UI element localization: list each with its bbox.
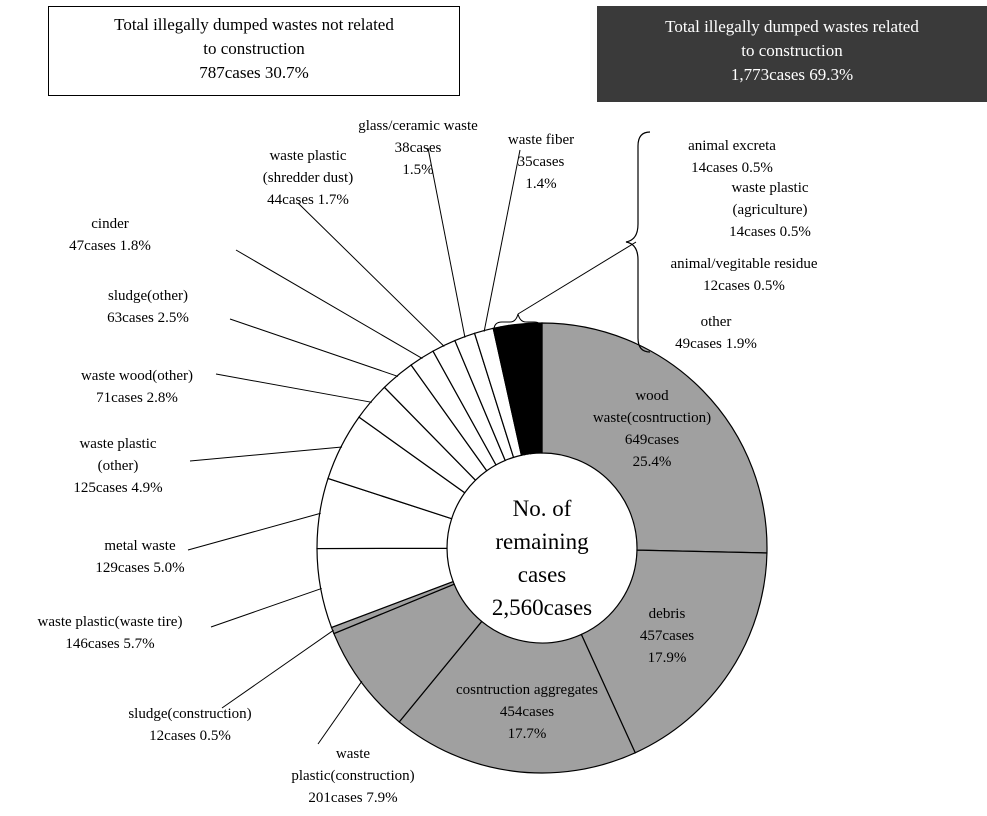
non-construction-total-value: 787cases 30.7% <box>199 63 309 82</box>
leader-line-waste-plastic-other <box>189 446 343 462</box>
slice-label-waste-plastic-agriculture-1: (agriculture) <box>733 202 808 218</box>
leader-line-metal-waste <box>187 512 321 551</box>
slice-label-waste-fiber-2: 1.4% <box>525 176 556 192</box>
non-construction-title-line2: to construction <box>203 39 305 58</box>
leader-line-glass-ceramic-waste <box>427 147 466 338</box>
slice-label-wood-waste-cosntruction-0: wood <box>635 388 669 404</box>
leader-line-sludge-construction <box>221 629 334 709</box>
slice-label-metal-waste-1: 129cases 5.0% <box>95 560 184 576</box>
slice-label-cinder-0: cinder <box>91 216 128 232</box>
slice-label-waste-plastic-shredder-dust-1: (shredder dust) <box>263 170 353 186</box>
slice-label-waste-wood-other-0: waste wood(other) <box>81 368 193 384</box>
leader-line-waste-fiber <box>483 149 521 332</box>
slice-label-cosntruction-aggregates-1: 454cases <box>500 704 554 720</box>
slice-label-waste-fiber-1: 35cases <box>518 154 565 170</box>
slice-label-animal-vegitable-residue-0: animal/vegitable residue <box>670 256 817 272</box>
slice-label-debris-0: debris <box>649 606 686 622</box>
slice-wood-waste-cosntruction <box>541 322 768 554</box>
slice-label-wood-waste-cosntruction-3: 25.4% <box>633 454 672 470</box>
slice-label-waste-plastic-construction-2: 201cases 7.9% <box>308 790 397 806</box>
slice-label-cosntruction-aggregates-2: 17.7% <box>508 726 547 742</box>
slice-debris <box>580 549 768 754</box>
construction-total-value: 1,773cases 69.3% <box>730 65 854 84</box>
slice-label-glass-ceramic-waste-0: glass/ceramic waste <box>358 118 478 134</box>
center-label-line-1: remaining <box>495 529 589 554</box>
slice-label-wood-waste-cosntruction-2: 649cases <box>625 432 679 448</box>
slice-label-waste-plastic-waste-tire-1: 146cases 5.7% <box>65 636 154 652</box>
slice-label-other-0: other <box>701 314 732 330</box>
slice-label-cosntruction-aggregates-0: cosntruction aggregates <box>456 682 598 698</box>
center-label-line-3: 2,560cases <box>492 595 592 620</box>
construction-title-line2: to construction <box>741 41 843 60</box>
leader-line-waste-wood-other <box>215 373 372 403</box>
slice-label-waste-plastic-construction-0: waste <box>336 746 370 762</box>
leader-line-waste-plastic-waste-tire <box>210 587 322 628</box>
slice-label-waste-plastic-waste-tire-0: waste plastic(waste tire) <box>38 614 183 630</box>
slice-label-waste-plastic-agriculture-0: waste plastic <box>731 180 808 196</box>
slice-label-debris-1: 457cases <box>640 628 694 644</box>
construction-title-line1: Total illegally dumped wastes related <box>665 17 919 36</box>
small-slices-leader <box>517 241 637 315</box>
slice-label-waste-plastic-construction-1: plastic(construction) <box>291 768 414 784</box>
slice-label-other-1: 49cases 1.9% <box>675 336 757 352</box>
leader-line-cinder <box>235 249 423 360</box>
slice-label-debris-2: 17.9% <box>648 650 687 666</box>
slice-label-sludge-construction-1: 12cases 0.5% <box>149 728 231 744</box>
slice-label-waste-wood-other-1: 71cases 2.8% <box>96 390 178 406</box>
slice-label-wood-waste-cosntruction-1: waste(cosntruction) <box>593 410 711 426</box>
center-label-line-2: cases <box>518 562 567 587</box>
slice-label-waste-fiber-0: waste fiber <box>508 132 574 148</box>
slice-label-sludge-other-0: sludge(other) <box>108 288 188 304</box>
slice-label-cinder-1: 47cases 1.8% <box>69 238 151 254</box>
slice-label-waste-plastic-other-1: (other) <box>98 458 139 474</box>
slice-label-sludge-other-1: 63cases 2.5% <box>107 310 189 326</box>
slice-label-waste-plastic-other-2: 125cases 4.9% <box>73 480 162 496</box>
slice-label-waste-plastic-other-0: waste plastic <box>79 436 156 452</box>
slice-label-animal-excreta-1: 14cases 0.5% <box>691 160 773 176</box>
slice-label-animal-vegitable-residue-1: 12cases 0.5% <box>703 278 785 294</box>
leader-line-waste-plastic-shredder-dust <box>297 202 445 347</box>
slice-label-sludge-construction-0: sludge(construction) <box>128 706 251 722</box>
center-label-line-0: No. of <box>513 496 572 521</box>
slice-label-glass-ceramic-waste-2: 1.5% <box>402 162 433 178</box>
leader-line-sludge-other <box>229 318 399 377</box>
slice-label-animal-excreta-0: animal excreta <box>688 138 776 154</box>
slice-cosntruction-aggregates <box>398 620 636 774</box>
non-construction-title-line1: Total illegally dumped wastes not relate… <box>114 15 394 34</box>
small-labels-brace <box>625 131 651 353</box>
non-construction-total-box: Total illegally dumped wastes not relate… <box>48 6 460 96</box>
slice-label-waste-plastic-agriculture-2: 14cases 0.5% <box>729 224 811 240</box>
leader-line-waste-plastic-construction <box>317 680 363 745</box>
construction-total-box: Total illegally dumped wastes related to… <box>597 6 987 102</box>
slice-other <box>514 322 543 455</box>
slice-label-metal-waste-0: metal waste <box>104 538 176 554</box>
slice-label-glass-ceramic-waste-1: 38cases <box>395 140 442 156</box>
slice-label-waste-plastic-shredder-dust-0: waste plastic <box>269 148 346 164</box>
slice-label-waste-plastic-shredder-dust-2: 44cases 1.7% <box>267 192 349 208</box>
